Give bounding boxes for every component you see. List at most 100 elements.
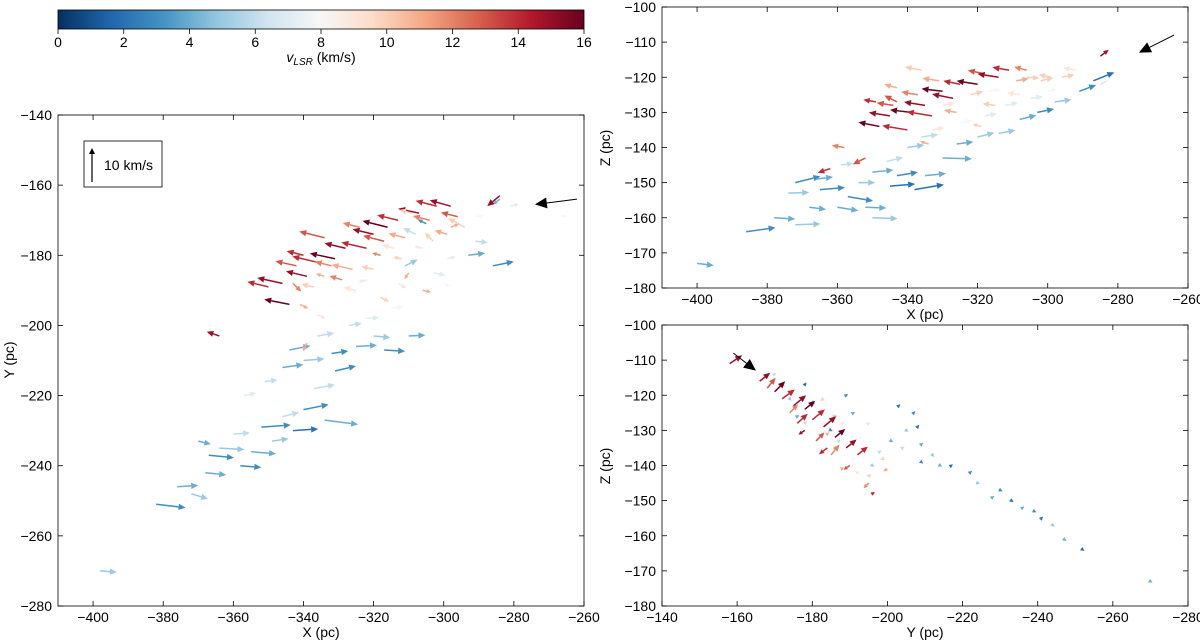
velocity-arrow-head	[397, 304, 404, 311]
velocity-arrow-head	[429, 199, 438, 206]
velocity-arrow-head	[877, 450, 882, 455]
colorbar-tick-label: 2	[120, 34, 128, 50]
velocity-arrow-shaft	[811, 413, 820, 421]
velocity-arrow	[205, 470, 227, 478]
velocity-arrow	[992, 65, 1010, 72]
velocity-arrow-head	[904, 99, 912, 107]
velocity-arrow	[943, 108, 957, 115]
velocity-arrow-head	[321, 402, 329, 410]
velocity-arrow-shaft	[271, 438, 282, 442]
x-tick-label: −180	[797, 609, 829, 625]
velocity-arrow-head	[352, 289, 358, 294]
x-tick-label: −240	[1022, 609, 1054, 625]
velocity-arrow-shaft	[100, 570, 110, 573]
velocity-arrow-head	[868, 179, 876, 186]
velocity-arrow-shaft	[1102, 80, 1108, 84]
velocity-arrow	[882, 123, 908, 131]
velocity-arrow	[759, 372, 771, 382]
velocity-arrow-head	[792, 404, 799, 411]
velocity-arrow-head	[254, 463, 262, 470]
velocity-arrow-shaft	[1030, 96, 1037, 100]
velocity-arrow-head	[358, 278, 363, 283]
velocity-arrow	[275, 259, 297, 267]
velocity-arrow	[840, 421, 845, 426]
velocity-arrow	[282, 411, 300, 418]
velocity-arrow-shaft	[796, 417, 804, 424]
velocity-arrow-head	[292, 254, 300, 262]
velocity-arrow	[863, 97, 877, 104]
velocity-arrow	[324, 241, 346, 250]
direction-arrow	[534, 197, 578, 209]
velocity-arrow-head	[982, 101, 990, 108]
velocity-arrow-shaft	[440, 231, 448, 235]
velocity-arrow-head	[399, 208, 407, 215]
velocity-arrow	[271, 436, 289, 443]
velocity-arrow-shaft	[367, 267, 374, 271]
velocity-arrow-head	[303, 304, 309, 309]
velocity-arrow	[802, 382, 807, 387]
velocity-arrow-shaft	[219, 447, 238, 450]
velocity-arrow-head	[481, 239, 488, 245]
velocity-arrow-head	[324, 241, 333, 248]
velocity-arrow-shaft	[976, 124, 982, 128]
velocity-arrow-shaft	[858, 157, 866, 162]
velocity-arrow-shaft	[789, 408, 795, 414]
velocity-arrow	[788, 189, 810, 196]
velocity-arrow-head	[778, 381, 786, 389]
velocity-arrow-shaft	[970, 92, 978, 96]
velocity-arrow-head	[976, 90, 984, 96]
velocity-arrow	[309, 251, 336, 260]
velocity-arrow	[331, 348, 349, 356]
velocity-arrow	[356, 342, 378, 349]
velocity-arrow-shaft	[883, 103, 894, 107]
velocity-arrow-shaft	[872, 217, 891, 220]
velocity-arrow-head	[348, 364, 357, 371]
velocity-arrow-head	[850, 411, 856, 416]
colorbar-label-main: v	[286, 49, 294, 65]
velocity-arrow-shaft	[468, 253, 479, 257]
velocity-arrow	[943, 79, 961, 86]
velocity-arrow-shaft	[1054, 99, 1065, 103]
velocity-arrow-shaft	[282, 261, 297, 267]
velocity-arrow-shaft	[496, 198, 501, 203]
velocity-arrow-head	[964, 155, 972, 162]
velocity-arrow-shaft	[819, 187, 839, 191]
velocity-arrow	[303, 402, 329, 411]
velocity-arrow-head	[1103, 49, 1109, 55]
y-tick-label: −200	[20, 317, 52, 333]
velocity-arrow-head	[1098, 80, 1105, 85]
velocity-arrow-shaft	[303, 358, 318, 362]
velocity-arrow-head	[264, 297, 272, 304]
velocity-arrow-head	[493, 200, 498, 205]
velocity-arrow	[397, 282, 407, 289]
panel-xz-ylabel: Z (pc)	[597, 130, 613, 167]
velocity-arrow-head	[825, 432, 830, 437]
velocity-arrow-shaft	[931, 128, 939, 131]
velocity-arrow	[317, 331, 335, 338]
velocity-arrow-head	[888, 438, 894, 443]
velocity-arrow	[366, 315, 380, 321]
velocity-arrow	[380, 296, 390, 302]
velocity-arrow-shaft	[384, 349, 399, 352]
velocity-arrow-head	[802, 189, 810, 196]
velocity-arrow-shaft	[362, 279, 367, 282]
velocity-arrow-shaft	[409, 230, 417, 235]
velocity-arrow-head	[1067, 73, 1075, 79]
y-tick-label: −150	[624, 175, 656, 191]
velocity-arrow	[329, 275, 343, 281]
velocity-arrow-head	[901, 89, 909, 97]
velocity-arrow-shaft	[1040, 78, 1048, 82]
velocity-arrow-shaft	[335, 277, 343, 281]
velocity-arrow	[447, 217, 466, 228]
velocity-arrow	[1098, 80, 1108, 85]
velocity-arrow-shaft	[963, 81, 978, 86]
panel-xy-arrows	[100, 195, 578, 575]
x-tick-label: −360	[218, 609, 250, 625]
velocity-arrow	[855, 470, 860, 474]
velocity-arrow-shaft	[359, 230, 374, 235]
y-tick-label: −110	[626, 352, 657, 368]
velocity-arrow	[377, 213, 399, 221]
colorbar-tick-label: 12	[445, 34, 461, 50]
panel-yz-ylabel: Z (pc)	[597, 448, 613, 485]
velocity-arrow-head	[975, 480, 981, 485]
